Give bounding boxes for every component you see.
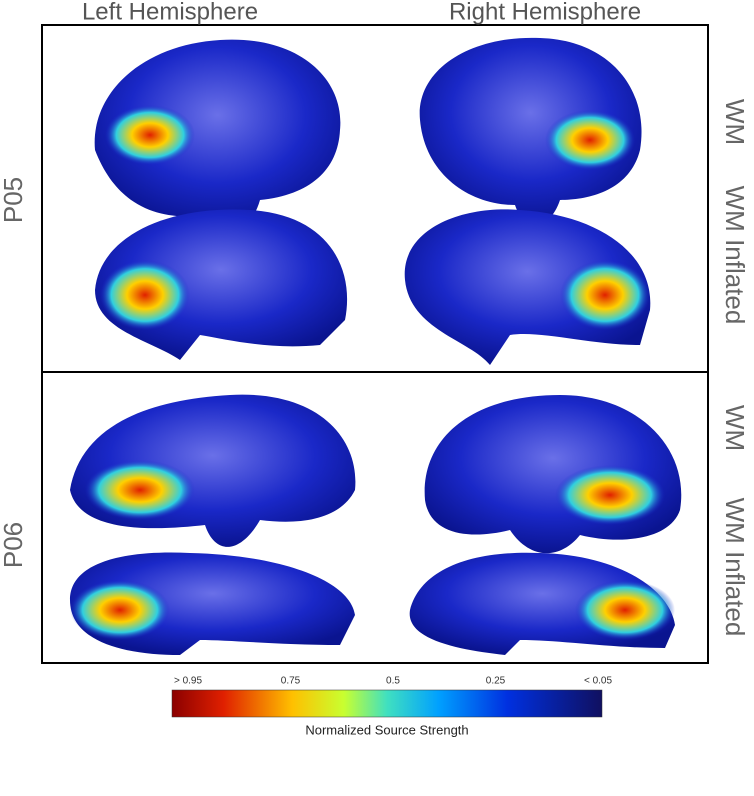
row-label: P06	[0, 522, 28, 568]
colorbar-tick-label: 0.75	[281, 676, 301, 687]
colorbar-tick-label: > 0.95	[174, 676, 203, 687]
brains	[70, 37, 682, 655]
colorbar-title: Normalized Source Strength	[305, 722, 468, 737]
colorbar-ticks: > 0.95 0.75 0.5 0.25 < 0.05	[174, 676, 613, 687]
column-header: Left Hemisphere	[82, 0, 258, 25]
view-label: WM Inflated	[720, 186, 750, 325]
column-header: Right Hemisphere	[449, 0, 641, 25]
row-label: P05	[0, 177, 28, 223]
colorbar	[171, 689, 603, 718]
view-label: WM Inflated	[720, 498, 750, 637]
colorbar-tick-label: 0.25	[486, 676, 506, 687]
view-label: WM	[720, 99, 750, 145]
colorbar-tick-label: 0.5	[386, 676, 400, 687]
colorbar-tick-label: < 0.05	[584, 676, 613, 687]
frames	[41, 24, 709, 664]
view-label: WM	[720, 405, 750, 451]
